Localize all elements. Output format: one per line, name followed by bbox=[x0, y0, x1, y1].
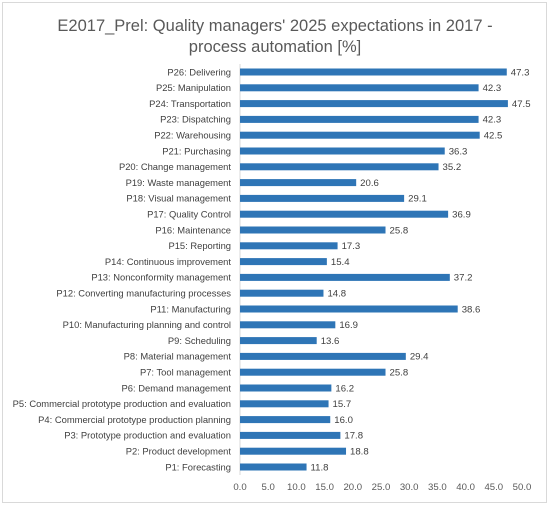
category-label: P16: Maintenance bbox=[155, 224, 231, 235]
bar bbox=[240, 337, 317, 345]
category-label: P7: Tool management bbox=[140, 367, 231, 378]
category-label: P13: Nonconformity management bbox=[91, 272, 231, 283]
bar bbox=[240, 226, 386, 234]
bar bbox=[240, 352, 406, 360]
bars bbox=[240, 68, 508, 471]
x-tick-label: 15.0 bbox=[315, 482, 334, 493]
data-label: 47.3 bbox=[511, 67, 530, 78]
data-label: 15.7 bbox=[333, 399, 352, 410]
category-label: P10: Manufacturing planning and control bbox=[63, 319, 231, 330]
data-label: 29.4 bbox=[410, 352, 429, 363]
data-label: 17.8 bbox=[344, 431, 363, 442]
category-label: P18: Visual management bbox=[126, 193, 231, 204]
x-tick-label: 0.0 bbox=[233, 482, 246, 493]
x-tick-label: 35.0 bbox=[428, 482, 447, 493]
x-tick-labels: 0.0 5.0 10.0 15.0 20.0 25.0 30.0 35.0 40.0 45.0 50… bbox=[233, 482, 531, 493]
x-tick-label: 45.0 bbox=[484, 482, 503, 493]
data-label: 20.6 bbox=[360, 178, 379, 189]
data-label: 18.8 bbox=[350, 447, 369, 458]
bar bbox=[240, 431, 341, 439]
category-labels: P26: Delivering P25: Manipulation P24: Tra… bbox=[13, 66, 232, 472]
bar bbox=[240, 131, 480, 139]
bar bbox=[240, 416, 331, 424]
bar bbox=[240, 242, 338, 250]
bar bbox=[240, 194, 405, 202]
data-label: 36.3 bbox=[449, 146, 468, 157]
bar bbox=[240, 258, 327, 266]
x-tick-label: 20.0 bbox=[343, 482, 362, 493]
category-label: P25: Manipulation bbox=[156, 82, 231, 93]
data-label: 35.2 bbox=[443, 162, 462, 173]
data-label: 15.4 bbox=[331, 257, 350, 268]
bar bbox=[240, 163, 439, 171]
data-label: 17.3 bbox=[342, 241, 361, 252]
category-label: P9: Scheduling bbox=[168, 335, 231, 346]
bar bbox=[240, 115, 479, 123]
bar bbox=[240, 447, 347, 455]
data-label: 13.6 bbox=[321, 336, 340, 347]
x-tick-label: 30.0 bbox=[400, 482, 419, 493]
data-label: 16.2 bbox=[335, 383, 354, 394]
category-label: P23: Dispatching bbox=[160, 114, 231, 125]
x-tick-label: 10.0 bbox=[287, 482, 306, 493]
bar bbox=[240, 384, 332, 392]
data-label: 16.0 bbox=[334, 415, 353, 426]
data-label: 14.8 bbox=[327, 289, 346, 300]
category-label: P20: Change management bbox=[119, 161, 231, 172]
chart-title-line-2: process automation [%] bbox=[189, 38, 361, 56]
data-label: 38.6 bbox=[462, 304, 481, 315]
bar bbox=[240, 179, 357, 187]
data-label: 42.3 bbox=[483, 115, 502, 126]
bar bbox=[240, 100, 508, 108]
bar bbox=[240, 463, 307, 471]
data-label: 25.8 bbox=[390, 368, 409, 379]
chart-title-line-1: E2017_Prel: Quality managers' 2025 expec… bbox=[57, 17, 492, 35]
category-label: P17: Quality Control bbox=[147, 209, 231, 220]
category-label: P1: Forecasting bbox=[165, 461, 231, 472]
data-label: 42.3 bbox=[483, 83, 502, 94]
category-label: P14: Continuous improvement bbox=[105, 256, 232, 267]
category-label: P11: Manufacturing bbox=[150, 303, 231, 314]
bar bbox=[240, 84, 479, 92]
bar bbox=[240, 210, 449, 218]
data-label: 47.5 bbox=[512, 99, 531, 110]
bar bbox=[240, 321, 336, 329]
category-label: P3: Prototype production and evaluation bbox=[64, 430, 231, 441]
bar bbox=[240, 305, 458, 313]
x-tick-label: 50.0 bbox=[513, 482, 532, 493]
bar bbox=[240, 368, 386, 376]
data-label: 37.2 bbox=[454, 273, 473, 284]
data-label: 29.1 bbox=[408, 194, 427, 205]
bar bbox=[240, 147, 445, 155]
category-label: P2: Product development bbox=[126, 446, 232, 457]
data-label: 42.5 bbox=[484, 131, 503, 142]
category-label: P15: Reporting bbox=[168, 240, 231, 251]
data-label: 11.8 bbox=[311, 462, 329, 473]
bar bbox=[240, 68, 507, 76]
category-label: P19: Waste management bbox=[126, 177, 232, 188]
category-label: P8: Material management bbox=[124, 351, 232, 362]
data-label: 16.9 bbox=[339, 320, 358, 331]
category-label: P12: Converting manufacturing processes bbox=[56, 288, 231, 299]
x-tick-label: 25.0 bbox=[372, 482, 391, 493]
bar bbox=[240, 289, 324, 297]
category-label: P21: Purchasing bbox=[162, 145, 231, 156]
data-labels: 47.3 42.3 47.5 42.3 42.5 36.3 35.2 20.6 29.1 36.9… bbox=[311, 67, 531, 473]
category-label: P6: Demand management bbox=[122, 382, 232, 393]
category-label: P24: Transportation bbox=[149, 98, 231, 109]
data-label: 25.8 bbox=[390, 225, 409, 236]
category-label: P22: Warehousing bbox=[154, 130, 231, 141]
bar bbox=[240, 273, 450, 281]
x-tick-label: 40.0 bbox=[456, 482, 475, 493]
bar bbox=[240, 400, 329, 408]
x-tick-label: 5.0 bbox=[262, 482, 275, 493]
category-label: P5: Commercial prototype production and … bbox=[13, 398, 231, 409]
category-label: P26: Delivering bbox=[167, 66, 231, 77]
data-label: 36.9 bbox=[452, 210, 471, 221]
category-label: P4: Commercial prototype production plan… bbox=[38, 414, 231, 425]
